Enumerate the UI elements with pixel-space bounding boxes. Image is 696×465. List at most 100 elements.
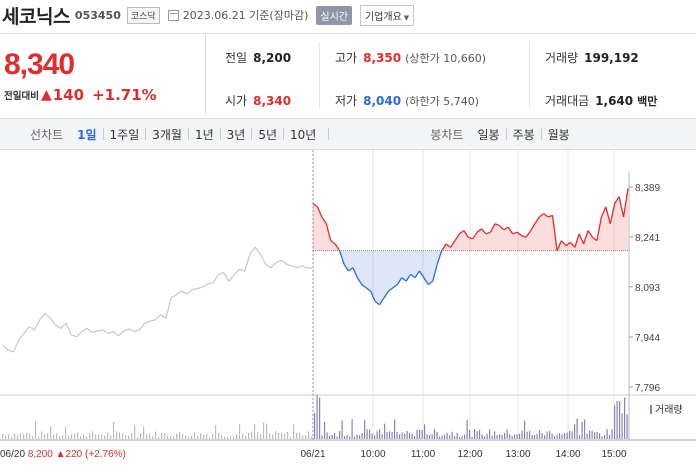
volume-bar [404, 433, 406, 439]
volume-bar [32, 435, 34, 439]
y-tick-label: 7,944 [635, 333, 660, 344]
volume-bar [125, 435, 127, 439]
realtime-button[interactable]: 실시간 [316, 5, 352, 25]
volume-bar [116, 431, 118, 439]
change-amount: 140 [52, 86, 85, 104]
line-chart-tabs: 1일 1주일 3개월 1년 3년 5년 10년 [77, 126, 316, 143]
volume-bar [26, 432, 28, 439]
volume-bar [601, 436, 603, 439]
divider [102, 128, 104, 140]
volume-bar [245, 436, 247, 439]
area-segment [579, 233, 584, 251]
price-line-segment [622, 188, 629, 218]
candle-chart-tabs: 일봉 주봉 월봉 [477, 126, 569, 143]
price-line-segment [512, 231, 518, 235]
volume-bar [511, 435, 513, 439]
change-percent: +1.71% [92, 86, 157, 104]
area-segment [543, 213, 549, 251]
price-line-segment [472, 231, 478, 240]
price-line-segment [427, 280, 434, 285]
tab-candle-2[interactable]: 월봉 [547, 127, 570, 142]
price-line-segment [423, 277, 429, 285]
volume-bar [146, 434, 148, 439]
volume-bar [566, 432, 568, 439]
volume-bar [272, 434, 274, 439]
volume-bar [14, 433, 16, 439]
tab-line-5[interactable]: 5년 [258, 127, 278, 142]
volume-bar [122, 433, 124, 439]
volume-bar [406, 431, 408, 439]
area-segment [588, 230, 593, 251]
volume-bar [389, 431, 391, 439]
tab-line-1[interactable]: 1주일 [109, 127, 140, 142]
volume-bar [336, 436, 338, 439]
volume-bar [65, 426, 67, 439]
volume-bar [266, 423, 268, 439]
volume-bar [248, 433, 250, 439]
area-segment [366, 250, 371, 292]
area-segment [619, 196, 624, 251]
volume-bar [479, 429, 481, 439]
volume-bar [501, 434, 503, 439]
volume-bar [359, 435, 361, 439]
volume-bar [349, 436, 351, 439]
stat-sub: (하한가 5,740) [405, 95, 479, 108]
price-line-segment [583, 230, 589, 245]
tab-line-3[interactable]: 1년 [194, 127, 214, 142]
volume-bar [95, 434, 97, 439]
company-info-dropdown[interactable]: 기업개요 ▼ [359, 4, 415, 26]
volume-bar [531, 434, 533, 439]
price-line-segment [325, 223, 332, 241]
price-line-segment [587, 230, 594, 238]
volume-bar [236, 434, 238, 439]
price-line-segment [498, 224, 505, 231]
volume-bar [203, 434, 205, 439]
area-segment [539, 213, 544, 251]
volume-bar [516, 434, 518, 439]
volume-bar [409, 432, 411, 439]
volume-bar [351, 419, 353, 439]
y-tick-label: 7,796 [635, 383, 660, 394]
divider [251, 128, 253, 140]
stat-high: 고가 8,350 (상한가 10,660) [335, 49, 486, 66]
tab-line-0[interactable]: 1일 [77, 127, 97, 142]
price-line-segment [396, 277, 403, 285]
price-line-segment [352, 267, 358, 278]
area-segment [410, 250, 416, 278]
volume-legend-swatch [650, 405, 652, 414]
prev-day-line [2, 246, 314, 353]
volume-bar [564, 433, 566, 439]
area-segment [623, 188, 628, 251]
price-line-segment [361, 283, 367, 289]
stock-name[interactable]: 세코닉스 [2, 5, 70, 28]
volume-bar [416, 429, 418, 439]
volume-bar [436, 432, 438, 439]
x-tick-label: 15:00 [601, 449, 626, 460]
volume-bar [371, 433, 373, 439]
volume-bar [586, 433, 588, 439]
volume-bar [451, 431, 453, 439]
volume-bar [616, 401, 618, 439]
volume-bar [53, 434, 55, 439]
tab-line-4[interactable]: 3년 [226, 127, 246, 142]
volume-bar [44, 434, 46, 439]
tab-candle-1[interactable]: 주봉 [512, 127, 535, 142]
volume-bar [59, 436, 61, 439]
volume-bar [311, 436, 313, 439]
area-segment [499, 225, 504, 251]
tab-line-2[interactable]: 3개월 [152, 127, 182, 142]
tab-line-6[interactable]: 10년 [290, 127, 317, 142]
price-line-segment [538, 213, 545, 218]
tab-candle-0[interactable]: 일봉 [477, 127, 500, 142]
volume-bar [20, 433, 22, 439]
volume-bar [194, 432, 196, 439]
volume-bar [466, 419, 468, 439]
stock-header: 세코닉스 053450 코스닥 2023.06.21 기준(장마감) 실시간 기… [0, 0, 696, 30]
price-stats: 전일 8,200 고가 8,350 (상한가 10,660) 거래량 199,1… [205, 33, 696, 115]
volume-bar [599, 433, 601, 439]
price-line-segment [507, 226, 514, 235]
stat-label: 전일 [225, 51, 248, 65]
x-tick-label: 06/21 [300, 449, 325, 460]
volume-bar [489, 429, 491, 439]
volume-bar [624, 397, 626, 439]
